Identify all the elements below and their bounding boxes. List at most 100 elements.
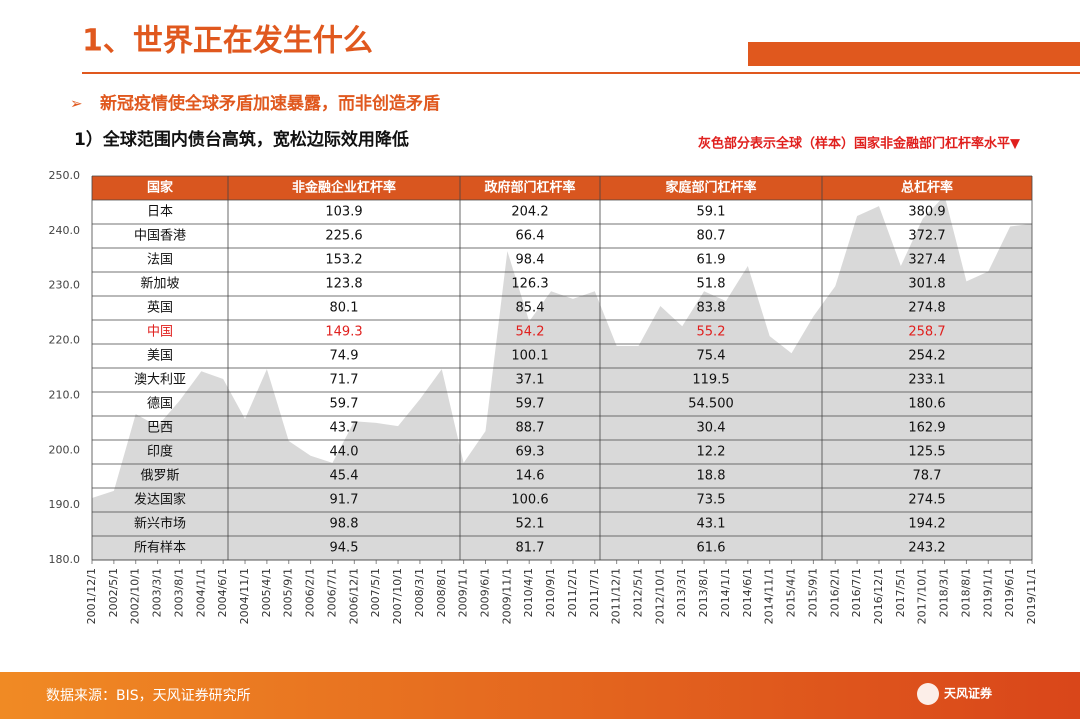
cell: 69.3 — [516, 445, 545, 460]
cell: 83.8 — [697, 301, 726, 316]
cell: 66.4 — [516, 229, 545, 244]
cell: 54.2 — [516, 325, 545, 340]
cell: 243.2 — [908, 541, 945, 556]
x-tick-label: 2019/11/1 — [1025, 568, 1038, 624]
cell: 81.7 — [516, 541, 545, 556]
x-tick-label: 2002/10/1 — [129, 568, 142, 624]
cell: 发达国家 — [134, 492, 186, 508]
x-tick-label: 2006/2/1 — [304, 568, 317, 617]
x-tick-label: 2004/11/1 — [238, 568, 251, 624]
x-tick-label: 2005/9/1 — [282, 568, 295, 617]
x-tick-label: 2006/7/1 — [325, 568, 338, 617]
cell: 俄罗斯 — [140, 469, 179, 484]
title-bar — [748, 42, 1080, 66]
title: 1、世界正在发生什么 — [82, 24, 373, 59]
x-tick-label: 2004/6/1 — [216, 568, 229, 617]
cell: 73.5 — [697, 493, 726, 508]
y-tick-label: 210.0 — [49, 388, 81, 401]
y-tick-label: 240.0 — [49, 224, 81, 237]
cell: 94.5 — [330, 541, 359, 556]
cell: 61.9 — [697, 253, 726, 268]
x-tick-label: 2001/12/1 — [85, 568, 98, 624]
cell: 所有样本 — [134, 541, 186, 556]
cell: 98.8 — [330, 517, 359, 532]
cell: 194.2 — [908, 517, 945, 532]
cell: 126.3 — [511, 277, 548, 292]
x-tick-label: 2019/6/1 — [1003, 568, 1016, 617]
header-cell: 政府部门杠杆率 — [484, 180, 575, 196]
cell: 80.7 — [697, 229, 726, 244]
x-tick-label: 2003/8/1 — [172, 568, 185, 617]
cell: 59.1 — [697, 205, 726, 220]
note: 灰色部分表示全球（样本）国家非金融部门杠杆率水平▼ — [698, 136, 1020, 152]
cell: 中国 — [147, 325, 173, 340]
x-tick-label: 2012/10/1 — [653, 568, 666, 624]
x-tick-label: 2011/7/1 — [588, 568, 601, 617]
x-tick-label: 2014/11/1 — [763, 568, 776, 624]
cell: 美国 — [147, 349, 173, 364]
cell: 法国 — [147, 253, 173, 268]
x-tick-label: 2008/8/1 — [435, 568, 448, 617]
cell: 75.4 — [697, 349, 726, 364]
x-tick-label: 2003/3/1 — [151, 568, 164, 617]
x-tick-label: 2016/7/1 — [850, 568, 863, 617]
y-tick-label: 250.0 — [49, 169, 81, 182]
cell: 52.1 — [516, 517, 545, 532]
x-tick-label: 2016/2/1 — [828, 568, 841, 617]
y-tick-label: 180.0 — [49, 553, 81, 566]
x-tick-label: 2012/5/1 — [632, 568, 645, 617]
x-tick-label: 2006/12/1 — [347, 568, 360, 624]
cell: 254.2 — [908, 349, 945, 364]
cell: 澳大利亚 — [134, 372, 186, 388]
cell: 301.8 — [908, 277, 945, 292]
header-cell: 非金融企业杠杆率 — [292, 180, 396, 196]
cell: 德国 — [147, 397, 173, 412]
cell: 119.5 — [692, 373, 729, 388]
x-tick-label: 2016/12/1 — [872, 568, 885, 624]
logo: 天风证券 — [944, 686, 993, 701]
cell: 44.0 — [330, 445, 359, 460]
y-tick-label: 220.0 — [49, 334, 81, 347]
source: 数据来源：BIS，天风证券研究所 — [46, 688, 251, 704]
cell: 125.5 — [908, 445, 945, 460]
x-tick-label: 2018/3/1 — [938, 568, 951, 617]
x-tick-label: 2019/1/1 — [981, 568, 994, 617]
cell: 巴西 — [147, 421, 173, 436]
x-tick-label: 2008/3/1 — [413, 568, 426, 617]
cell: 51.8 — [697, 277, 726, 292]
cell: 91.7 — [330, 493, 359, 508]
x-tick-label: 2014/1/1 — [719, 568, 732, 617]
cell: 中国香港 — [134, 229, 186, 244]
cell: 153.2 — [325, 253, 362, 268]
cell: 74.9 — [330, 349, 359, 364]
cell: 204.2 — [511, 205, 548, 220]
cell: 新加坡 — [140, 276, 179, 292]
cell: 14.6 — [516, 469, 545, 484]
cell: 英国 — [147, 301, 173, 316]
bullet-icon: ➢ — [70, 95, 83, 113]
cell: 78.7 — [913, 469, 942, 484]
x-tick-label: 2015/9/1 — [806, 568, 819, 617]
y-tick-label: 200.0 — [49, 443, 81, 456]
x-tick-label: 2002/5/1 — [107, 568, 120, 617]
cell: 80.1 — [330, 301, 359, 316]
header-cell: 总杠杆率 — [901, 180, 953, 196]
cell: 380.9 — [908, 205, 945, 220]
cell: 59.7 — [516, 397, 545, 412]
x-tick-label: 2009/1/1 — [457, 568, 470, 617]
y-tick-label: 230.0 — [49, 279, 81, 292]
header-cell: 国家 — [147, 180, 174, 196]
area — [92, 195, 1032, 560]
cell: 37.1 — [516, 373, 545, 388]
cell: 233.1 — [908, 373, 945, 388]
x-tick-label: 2009/11/1 — [500, 568, 513, 624]
cell: 274.8 — [908, 301, 945, 316]
x-tick-label: 2018/8/1 — [959, 568, 972, 617]
cell: 225.6 — [325, 229, 362, 244]
section: 1）全球范围内债台高筑，宽松边际效用降低 — [74, 129, 409, 150]
cell: 100.1 — [511, 349, 548, 364]
x-tick-label: 2007/10/1 — [391, 568, 404, 624]
x-tick-label: 2004/1/1 — [194, 568, 207, 617]
cell: 71.7 — [330, 373, 359, 388]
cell: 61.6 — [697, 541, 726, 556]
